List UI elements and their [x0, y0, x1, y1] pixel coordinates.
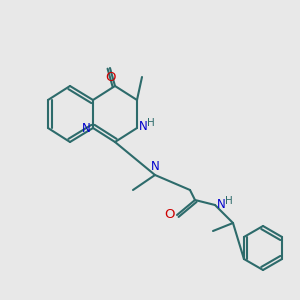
Text: O: O [164, 208, 175, 221]
Text: N: N [82, 122, 91, 136]
Text: H: H [147, 118, 155, 128]
Text: N: N [139, 121, 148, 134]
Text: O: O [105, 71, 115, 84]
Text: H: H [225, 196, 233, 206]
Text: N: N [217, 199, 226, 212]
Text: N: N [151, 160, 159, 173]
